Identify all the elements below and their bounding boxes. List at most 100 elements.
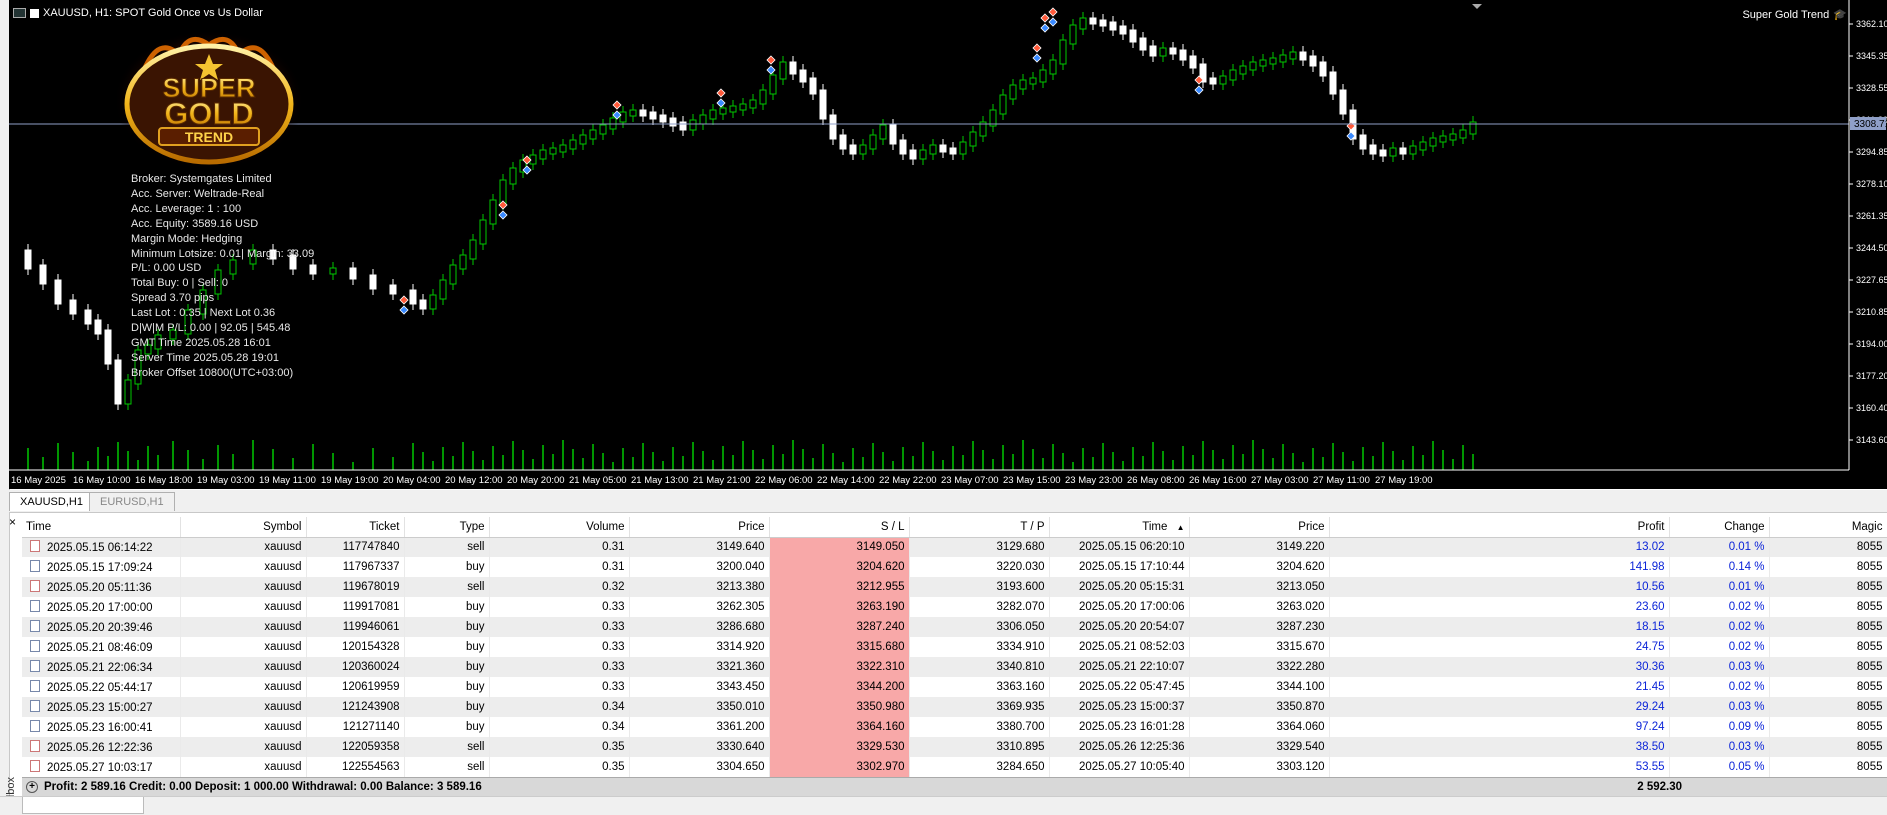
- cell-ticket: 119917081: [306, 597, 405, 617]
- candle-body: [1219, 75, 1227, 85]
- cell-time: 2025.05.26 12:22:36: [22, 737, 181, 757]
- cell-text: 119678019: [342, 581, 400, 593]
- column-header-sl[interactable]: S / L: [769, 517, 910, 538]
- cell-magic: 8055: [1769, 657, 1887, 677]
- expand-plus-icon[interactable]: +: [26, 781, 38, 793]
- summary-row[interactable]: + Profit: 2 589.16 Credit: 0.00 Deposit:…: [22, 777, 1887, 796]
- column-header-change[interactable]: Change: [1669, 517, 1770, 538]
- table-row[interactable]: 2025.05.15 17:09:24 xauusd 117967337 buy 0.3…: [22, 557, 1887, 577]
- cell-volume: 0.33: [489, 657, 630, 677]
- entry-marker-icon: [399, 295, 409, 305]
- time-tick-label: 21 May 21:00: [693, 475, 751, 486]
- info-line: D|W|M P/L: 0.00 | 92.05 | 545.48: [131, 322, 291, 335]
- cell-close-price: 3263.020: [1189, 597, 1330, 617]
- time-axis: 16 May 2025 16 May 10:00 16 May 18:00 19 Ma…: [11, 475, 1433, 486]
- candle-body: [779, 61, 787, 80]
- close-icon[interactable]: ×: [9, 515, 17, 529]
- cell-text: 3204.620: [1276, 561, 1325, 573]
- exit-marker-icon: [1346, 131, 1356, 141]
- candle-body: [949, 147, 957, 155]
- cell-tp: 3129.680: [909, 537, 1050, 557]
- cell-text: 97.24: [1635, 721, 1665, 733]
- chart-fill-icon: [30, 8, 39, 18]
- tab-eurusd-h1[interactable]: EURUSD,H1: [89, 492, 175, 511]
- cell-close-time: 2025.05.15 06:20:10: [1049, 537, 1190, 557]
- cell-close-time: 2025.05.27 10:05:40: [1049, 757, 1190, 777]
- chart-window-icon[interactable]: [13, 8, 26, 18]
- candle-body: [909, 149, 917, 160]
- column-header-price[interactable]: Price: [629, 517, 770, 538]
- candle-body: [1119, 25, 1127, 35]
- cell-text: 3213.380: [716, 581, 765, 593]
- table-row[interactable]: 2025.05.22 05:44:17 xauusd 120619959 buy 0.3…: [22, 677, 1887, 697]
- cell-magic: 8055: [1769, 557, 1887, 577]
- buy-order-icon: [30, 640, 40, 652]
- price-chart[interactable]: 3362.103345.353328.553311.803294.853278.…: [9, 0, 1887, 489]
- table-row[interactable]: 2025.05.20 20:39:46 xauusd 119946061 buy 0.3…: [22, 617, 1887, 637]
- cell-close-price: 3149.220: [1189, 537, 1330, 557]
- cell-text: 2025.05.23 15:00:37: [1078, 701, 1185, 713]
- price-tick-label: 3194.00: [1856, 339, 1887, 349]
- cell-text: 2025.05.20 17:00:06: [1078, 601, 1185, 613]
- cell-text: 3129.680: [996, 541, 1045, 554]
- column-header-volume[interactable]: Volume: [489, 517, 630, 538]
- cell-magic: 8055: [1769, 757, 1887, 777]
- table-row[interactable]: 2025.05.21 08:46:09 xauusd 120154328 buy 0.3…: [22, 637, 1887, 657]
- bottom-tab-bar: [0, 796, 1887, 815]
- table-row[interactable]: 2025.05.23 15:00:27 xauusd 121243908 buy 0.3…: [22, 697, 1887, 717]
- cell-symbol: xauusd: [180, 737, 307, 757]
- time-tick-label: 22 May 22:00: [879, 475, 937, 486]
- column-header-time[interactable]: Time: [22, 517, 181, 538]
- scroll-marker-icon[interactable]: [1472, 4, 1482, 9]
- info-line: P/L: 0.00 USD: [131, 262, 202, 275]
- candle-body: [1109, 21, 1117, 31]
- table-row[interactable]: 2025.05.26 12:22:36 xauusd 122059358 sell 0.…: [22, 737, 1887, 757]
- column-header-type[interactable]: Type: [404, 517, 490, 538]
- graduation-cap-icon[interactable]: 🎓: [1833, 9, 1847, 21]
- candle-body: [1379, 149, 1387, 157]
- column-header-close-time[interactable]: Time ▲: [1049, 517, 1190, 538]
- candle-body: [1439, 135, 1447, 143]
- cell-text: 24.75: [1635, 641, 1665, 653]
- cell-tp: 3284.650: [909, 757, 1050, 777]
- column-header-symbol[interactable]: Symbol: [180, 517, 307, 538]
- cell-volume: 0.34: [489, 697, 630, 717]
- price-tick-label: 3177.20: [1856, 371, 1887, 381]
- chart-canvas[interactable]: 3362.103345.353328.553311.803294.853278.…: [9, 0, 1887, 489]
- cell-text: 0.33: [602, 601, 625, 613]
- cell-profit: 97.24: [1329, 717, 1670, 737]
- candle-body: [1179, 49, 1187, 61]
- candle-body: [859, 144, 867, 155]
- indicator-name: Super Gold Trend 🎓: [1742, 8, 1847, 22]
- cell-text: 2025.05.20 05:15:31: [1078, 581, 1185, 593]
- table-row[interactable]: 2025.05.23 16:00:41 xauusd 121271140 buy 0.3…: [22, 717, 1887, 737]
- column-header-profit[interactable]: Profit: [1329, 517, 1670, 538]
- candle-body: [1049, 59, 1057, 75]
- column-header-ticket[interactable]: Ticket: [306, 517, 405, 538]
- cell-volume: 0.33: [489, 597, 630, 617]
- cell-close-price: 3213.050: [1189, 577, 1330, 597]
- info-line: Acc. Server: Weltrade-Real: [131, 187, 265, 200]
- cell-text: xauusd: [264, 621, 302, 633]
- table-row[interactable]: 2025.05.27 10:03:17 xauusd 122554563 sell 0.…: [22, 757, 1887, 777]
- table-row[interactable]: 2025.05.21 22:06:34 xauusd 120360024 buy 0.3…: [22, 657, 1887, 677]
- cell-text: xauusd: [264, 741, 302, 753]
- bottom-tab[interactable]: [22, 797, 144, 814]
- cell-tp: 3310.895: [909, 737, 1050, 757]
- tab-xauusd-h1[interactable]: XAUUSD,H1: [9, 492, 94, 511]
- column-header-magic[interactable]: Magic: [1769, 517, 1887, 538]
- candle-body: [449, 264, 457, 285]
- candle-body: [1189, 55, 1197, 69]
- table-row[interactable]: 2025.05.15 06:14:22 xauusd 117747840 sell 0.…: [22, 537, 1887, 557]
- cell-price: 3149.640: [629, 537, 770, 557]
- table-row[interactable]: 2025.05.20 05:11:36 xauusd 119678019 sell 0.…: [22, 577, 1887, 597]
- column-header-tp[interactable]: T / P: [909, 517, 1050, 538]
- cell-magic: 8055: [1769, 737, 1887, 757]
- column-header-close-price[interactable]: Price: [1189, 517, 1330, 538]
- table-header-row: Time Symbol Ticket Type Volume Price S /…: [22, 517, 1887, 538]
- info-line: Acc. Leverage: 1 : 100: [131, 202, 242, 215]
- candle-body: [269, 249, 277, 260]
- cell-text: 2025.05.26 12:22:36: [47, 742, 153, 754]
- cell-close-price: 3287.230: [1189, 617, 1330, 637]
- table-row[interactable]: 2025.05.20 17:00:00 xauusd 119917081 buy 0.3…: [22, 597, 1887, 617]
